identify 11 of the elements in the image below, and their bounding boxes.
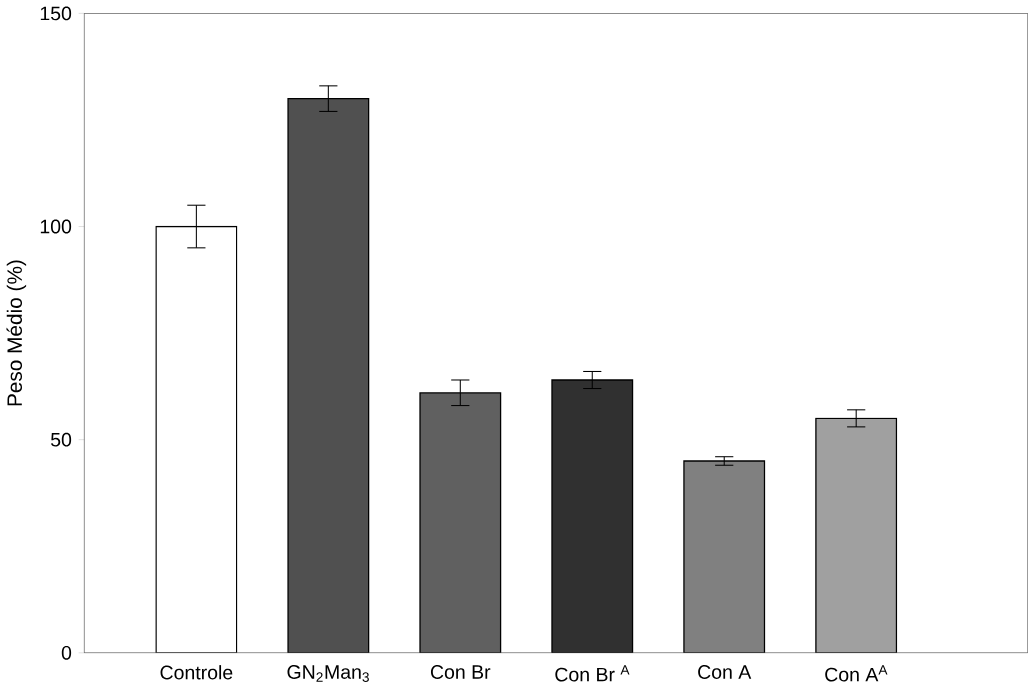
x-tick-label: Con Br $^{A}$ bbox=[555, 664, 630, 682]
y-tick-label: 0 bbox=[61, 645, 72, 660]
y-tick-label: 150 bbox=[40, 6, 72, 21]
x-tick-label: GN$_{2}$Man$_{3}$ bbox=[287, 664, 369, 682]
x-tick-label: Controle bbox=[160, 664, 233, 680]
y-tick-label: 100 bbox=[40, 219, 72, 234]
x-tick-label: Con Br bbox=[430, 664, 491, 679]
y-axis-title: Peso Médio (%) bbox=[6, 260, 27, 406]
x-tick-label: Con A$^{A}$ bbox=[825, 664, 888, 682]
y-tick-label: 50 bbox=[50, 432, 72, 447]
x-tick-label: Con A bbox=[698, 664, 752, 679]
